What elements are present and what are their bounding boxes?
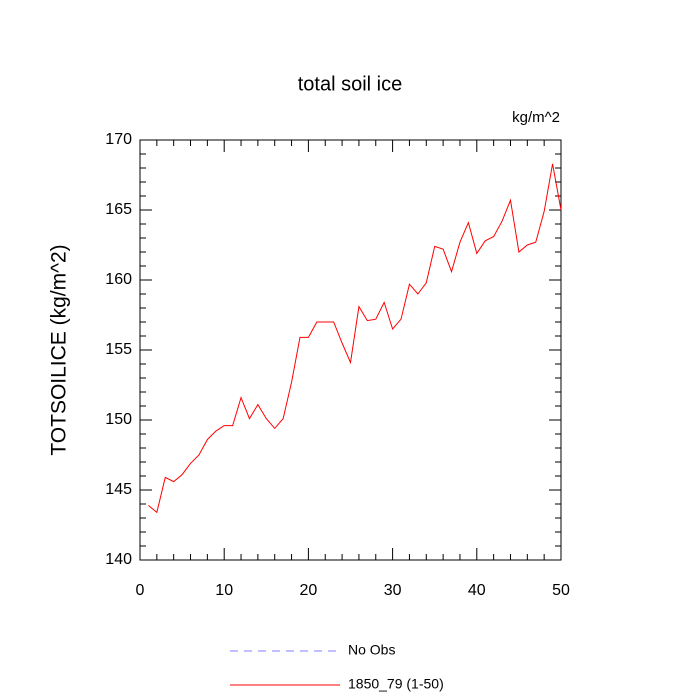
y-tick-label: 150 xyxy=(105,411,132,428)
y-axis-label: TOTSOILICE (kg/m^2) xyxy=(48,244,71,455)
x-tick-label: 0 xyxy=(136,582,145,599)
x-tick-label: 30 xyxy=(384,582,402,599)
y-tick-label: 160 xyxy=(105,271,132,288)
x-tick-label: 10 xyxy=(215,582,233,599)
y-tick-label: 165 xyxy=(105,201,132,218)
y-tick-label: 155 xyxy=(105,341,132,358)
y-tick-label: 170 xyxy=(105,131,132,148)
plot-frame xyxy=(139,139,562,561)
chart-title: total soil ice xyxy=(298,73,403,95)
legend-label: 1850_79 (1-50) xyxy=(348,676,444,692)
legend-label: No Obs xyxy=(348,642,395,658)
units-label: kg/m^2 xyxy=(512,109,560,126)
x-tick-label: 20 xyxy=(300,582,318,599)
series-line xyxy=(148,163,562,514)
x-tick-label: 50 xyxy=(552,582,570,599)
y-tick-label: 140 xyxy=(105,551,132,568)
x-tick-label: 40 xyxy=(468,582,486,599)
y-tick-label: 145 xyxy=(105,481,132,498)
